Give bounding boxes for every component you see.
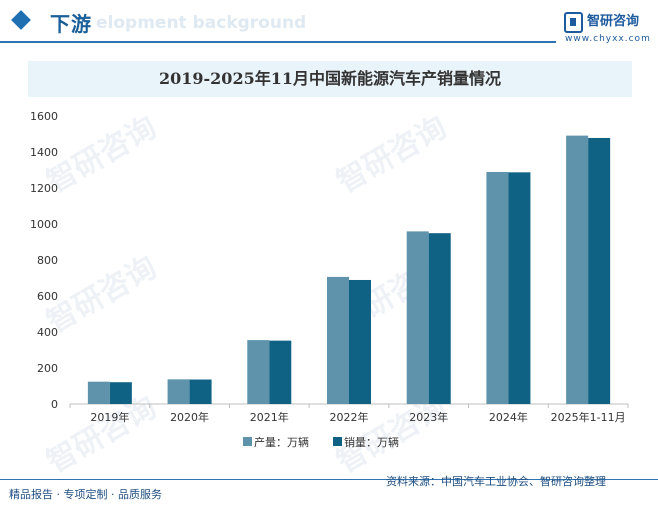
bar — [167, 379, 190, 404]
bar — [508, 172, 531, 404]
y-tick-label: 200 — [37, 362, 58, 375]
logo-icon — [564, 12, 583, 33]
y-tick-label: 1400 — [30, 146, 58, 159]
y-tick-label: 1000 — [30, 218, 58, 231]
x-tick-label: 2023年 — [409, 410, 448, 424]
logo-url: www.chyxx.com — [565, 34, 651, 44]
bar — [189, 379, 212, 404]
legend-swatch — [333, 437, 342, 446]
header-divider — [0, 41, 556, 43]
footer-bar — [0, 480, 658, 507]
bar — [269, 340, 292, 404]
bar — [486, 171, 509, 404]
bar — [87, 381, 110, 404]
bar — [588, 137, 611, 404]
bar — [566, 135, 589, 404]
chart-title: 2019-2025年11月中国新能源汽车产销量情况 — [159, 69, 501, 88]
x-tick-label: 2019年 — [90, 410, 129, 424]
section-title: 下游 — [50, 12, 92, 36]
bar — [349, 279, 371, 404]
y-tick-label: 1600 — [30, 110, 58, 123]
section-subtitle: elopment background — [96, 13, 307, 33]
x-tick-label: 2024年 — [489, 410, 528, 424]
chart-title-box: 2019-2025年11月中国新能源汽车产销量情况 — [28, 61, 632, 97]
bar — [406, 231, 429, 404]
y-tick-label: 400 — [37, 326, 58, 339]
x-tick-label: 2021年 — [250, 410, 289, 424]
footer-slogan: 精品报告 · 专项定制 · 品质服务 — [9, 488, 162, 501]
y-tick-label: 800 — [37, 254, 58, 267]
legend-label: 销量：万辆 — [344, 435, 399, 449]
bar — [327, 276, 349, 404]
bar — [109, 382, 132, 404]
y-tick-label: 600 — [37, 290, 58, 303]
bar — [247, 340, 270, 404]
logo-name: 智研咨询 — [587, 14, 640, 29]
bar — [428, 233, 451, 404]
legend-label: 产量：万辆 — [254, 435, 309, 449]
x-tick-label: 2022年 — [330, 410, 369, 424]
footer-divider — [0, 479, 658, 480]
legend-swatch — [243, 437, 252, 446]
y-tick-label: 1200 — [30, 182, 58, 195]
y-tick-label: 0 — [51, 398, 58, 411]
data-source: 资料来源：中国汽车工业协会、智研咨询整理 — [386, 475, 606, 488]
header: elopment background 下游 智研咨询 www.chyxx.co… — [0, 0, 658, 44]
x-tick-label: 2020年 — [170, 410, 209, 424]
x-tick-label: 2025年1-11月 — [551, 410, 626, 424]
